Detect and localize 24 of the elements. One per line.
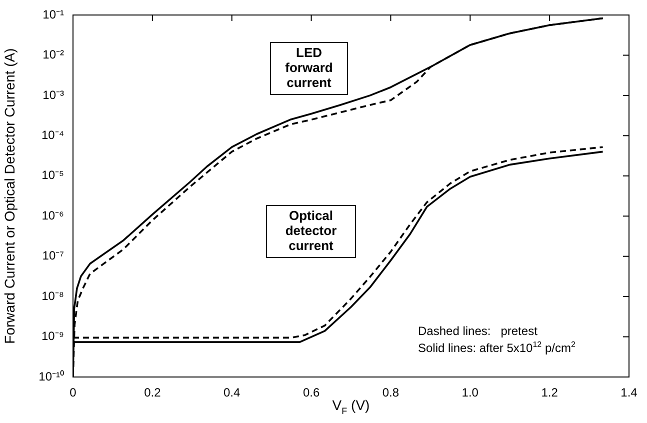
y-tick-label: 10⁻¹ [42,7,64,22]
annotation: LED forward current [270,42,348,95]
y-tick-label: 10⁻⁶ [42,208,64,222]
y-tick-label: 10⁻³ [42,88,64,102]
y-tick-label: 10⁻⁷ [42,248,64,263]
x-tick-label: 0 [70,386,77,400]
y-tick-label: 10⁻⁴ [41,128,64,142]
x-tick-label: 1.2 [541,386,558,400]
y-tick-label: 10⁻¹⁰ [38,369,64,384]
x-axis-title: V$_{F}$ (V) [332,397,370,416]
y-tick-label: 10⁻⁵ [42,168,64,182]
x-tick-label: 1.0 [462,386,479,400]
annotation: Solid lines: after 5x10$^{12}$ p/cm$^{2}$ [418,340,576,356]
x-tick-label: 0.2 [144,386,162,400]
x-tick-label: 0.4 [224,386,241,400]
x-tick-label: 1.4 [620,386,638,400]
y-axis-title: Forward Current or Optical Detector Current (A) [1,48,18,344]
y-tick-label: 10⁻⁸ [42,288,64,303]
y-tick-label: 10⁻² [42,48,64,62]
annotation: Dashed lines: pretest [418,324,538,339]
annotation: Optical detector current [266,205,356,258]
x-tick-label: 0.8 [382,386,400,400]
x-tick-label: 0.6 [302,386,320,400]
y-tick-label: 10⁻⁹ [42,329,64,344]
